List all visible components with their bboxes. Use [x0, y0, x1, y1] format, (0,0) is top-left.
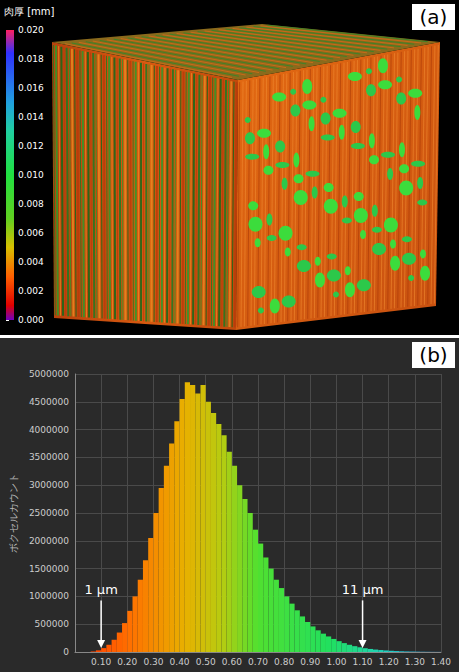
svg-text:0.020: 0.020 — [18, 25, 44, 35]
svg-text:0.018: 0.018 — [18, 54, 44, 64]
svg-text:500000: 500000 — [35, 619, 70, 629]
svg-text:0.010: 0.010 — [18, 170, 44, 180]
svg-text:ボクセルカウント: ボクセルカウント — [8, 473, 19, 553]
svg-text:3500000: 3500000 — [29, 452, 69, 462]
svg-text:1.30: 1.30 — [405, 657, 425, 667]
svg-text:0.20: 0.20 — [117, 657, 137, 667]
svg-text:0.008: 0.008 — [18, 199, 44, 209]
svg-text:1.40: 1.40 — [431, 657, 451, 667]
svg-text:1.00: 1.00 — [326, 657, 346, 667]
svg-text:0.80: 0.80 — [274, 657, 294, 667]
svg-text:11 µm: 11 µm — [342, 582, 384, 597]
svg-text:0.10: 0.10 — [91, 657, 111, 667]
svg-text:2500000: 2500000 — [29, 508, 69, 518]
svg-text:1 µm: 1 µm — [84, 582, 117, 597]
svg-text:1.10: 1.10 — [353, 657, 373, 667]
svg-text:0.40: 0.40 — [170, 657, 190, 667]
svg-text:0.000: 0.000 — [18, 315, 44, 325]
svg-text:3000000: 3000000 — [29, 480, 69, 490]
svg-text:0.90: 0.90 — [300, 657, 320, 667]
svg-text:1000000: 1000000 — [29, 591, 69, 601]
svg-text:0.012: 0.012 — [18, 141, 44, 151]
svg-text:4500000: 4500000 — [29, 397, 69, 407]
svg-text:0.50: 0.50 — [196, 657, 216, 667]
svg-text:5000000: 5000000 — [29, 369, 69, 379]
svg-text:0.002: 0.002 — [18, 286, 44, 296]
svg-text:0.014: 0.014 — [18, 112, 44, 122]
svg-text:0.004: 0.004 — [18, 257, 44, 267]
svg-text:(a): (a) — [420, 5, 448, 29]
svg-text:4000000: 4000000 — [29, 425, 69, 435]
svg-text:肉厚 [mm]: 肉厚 [mm] — [4, 6, 55, 17]
svg-text:0.30: 0.30 — [143, 657, 163, 667]
svg-text:1500000: 1500000 — [29, 564, 69, 574]
svg-text:0: 0 — [63, 647, 69, 657]
svg-text:0.016: 0.016 — [18, 83, 44, 93]
svg-text:0.70: 0.70 — [248, 657, 268, 667]
svg-text:1.20: 1.20 — [379, 657, 399, 667]
svg-text:(b): (b) — [419, 343, 447, 367]
svg-text:2000000: 2000000 — [29, 536, 69, 546]
svg-text:0.60: 0.60 — [222, 657, 242, 667]
svg-text:0.006: 0.006 — [18, 228, 44, 238]
